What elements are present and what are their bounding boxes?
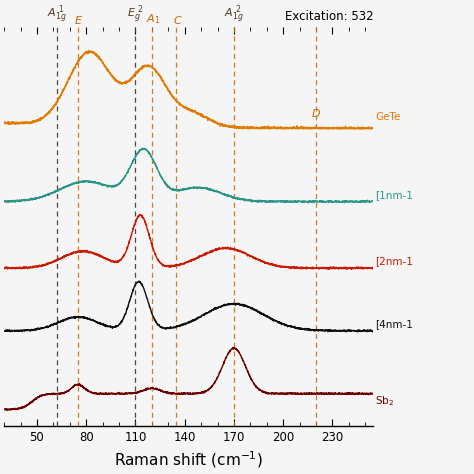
Text: [4nm-1: [4nm-1 — [375, 319, 413, 329]
Text: $A_{1g}^{\ 1}$: $A_{1g}^{\ 1}$ — [47, 4, 66, 26]
Text: $E_{g}^{\ 2}$: $E_{g}^{\ 2}$ — [127, 4, 144, 26]
Text: Sb$_2$: Sb$_2$ — [375, 394, 394, 408]
Text: $E$: $E$ — [73, 14, 82, 26]
Text: GeTe: GeTe — [375, 112, 401, 122]
X-axis label: Raman shift (cm$^{-1}$): Raman shift (cm$^{-1}$) — [114, 449, 263, 470]
Text: $A_1$: $A_1$ — [146, 12, 161, 26]
Text: Excitation: 532: Excitation: 532 — [285, 10, 374, 23]
Text: [2nm-1: [2nm-1 — [375, 256, 413, 266]
Text: $A_{1g}^{\ 2}$: $A_{1g}^{\ 2}$ — [224, 4, 244, 26]
Text: $C$: $C$ — [173, 14, 183, 26]
Text: $D$: $D$ — [311, 107, 321, 119]
Text: [1nm-1: [1nm-1 — [375, 190, 413, 200]
